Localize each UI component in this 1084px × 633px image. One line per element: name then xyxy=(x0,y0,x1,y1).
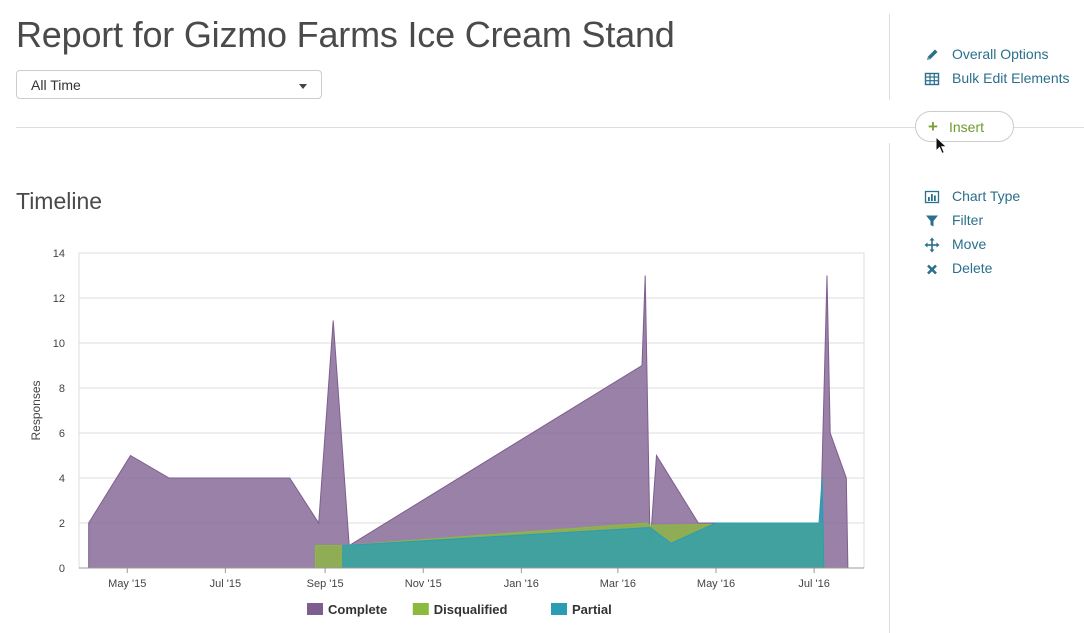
y-tick-label: 4 xyxy=(59,473,65,485)
chart-type-label: Chart Type xyxy=(952,188,1021,204)
date-range-value: All Time xyxy=(31,77,81,93)
insert-label: Insert xyxy=(949,119,985,135)
pencil-icon xyxy=(927,49,938,60)
y-tick-label: 6 xyxy=(59,428,65,440)
section-title: Timeline xyxy=(16,188,103,214)
bar-chart-icon xyxy=(924,190,940,204)
timeline-chart: 0 2 4 6 8 10 12 14 May '15 Jul '15 Sep '15 Nov '15 J… xyxy=(29,248,865,617)
insert-button[interactable]: + Insert xyxy=(915,111,1014,142)
chevron-down-icon xyxy=(299,84,307,89)
y-tick-label: 12 xyxy=(53,293,65,305)
mouse-cursor-icon xyxy=(935,136,948,155)
sidebar-divider xyxy=(889,14,890,100)
x-tick-label: May '15 xyxy=(108,578,146,590)
legend-swatch xyxy=(551,603,567,615)
section-divider xyxy=(16,127,1084,128)
y-axis-label: Responses xyxy=(29,380,43,440)
legend-label: Complete xyxy=(328,602,387,617)
area-series-complete xyxy=(88,275,849,569)
legend-label: Partial xyxy=(572,602,612,617)
filter-label: Filter xyxy=(952,212,984,228)
legend-label: Disqualified xyxy=(434,602,508,617)
bulk-edit-elements-label: Bulk Edit Elements xyxy=(952,70,1070,86)
area-series-partial xyxy=(342,477,825,569)
x-tick-label: Mar '16 xyxy=(600,578,636,590)
x-tick-label: Jul '16 xyxy=(798,578,829,590)
sidebar-divider xyxy=(889,143,890,633)
legend-swatch xyxy=(307,603,323,615)
date-range-dropdown[interactable]: All Time xyxy=(16,70,322,99)
x-tick-label: Sep '15 xyxy=(307,578,344,590)
chart-areas xyxy=(88,275,849,569)
y-tick-label: 10 xyxy=(53,338,65,350)
y-tick-label: 14 xyxy=(53,248,65,260)
move-arrows-icon xyxy=(924,237,940,253)
x-icon xyxy=(927,264,937,275)
chart-legend: Complete Disqualified Partial xyxy=(307,602,612,617)
funnel-icon xyxy=(926,215,938,227)
x-tick-label: Nov '15 xyxy=(405,578,442,590)
x-tick-label: Jul '15 xyxy=(210,578,241,590)
y-tick-label: 2 xyxy=(59,518,65,530)
x-tick-label: Jan '16 xyxy=(504,578,539,590)
y-tick-label: 0 xyxy=(59,563,65,575)
chart-axes: 0 2 4 6 8 10 12 14 May '15 Jul '15 Sep '15 Nov '15 J… xyxy=(29,248,864,590)
delete-label: Delete xyxy=(952,260,993,276)
plus-icon: + xyxy=(928,117,938,136)
x-tick-label: May '16 xyxy=(697,578,735,590)
y-tick-label: 8 xyxy=(59,383,65,395)
legend-swatch xyxy=(412,603,429,615)
table-icon xyxy=(924,72,940,86)
overall-options-label: Overall Options xyxy=(952,46,1049,62)
page-title: Report for Gizmo Farms Ice Cream Stand xyxy=(16,14,675,55)
move-label: Move xyxy=(952,236,987,252)
